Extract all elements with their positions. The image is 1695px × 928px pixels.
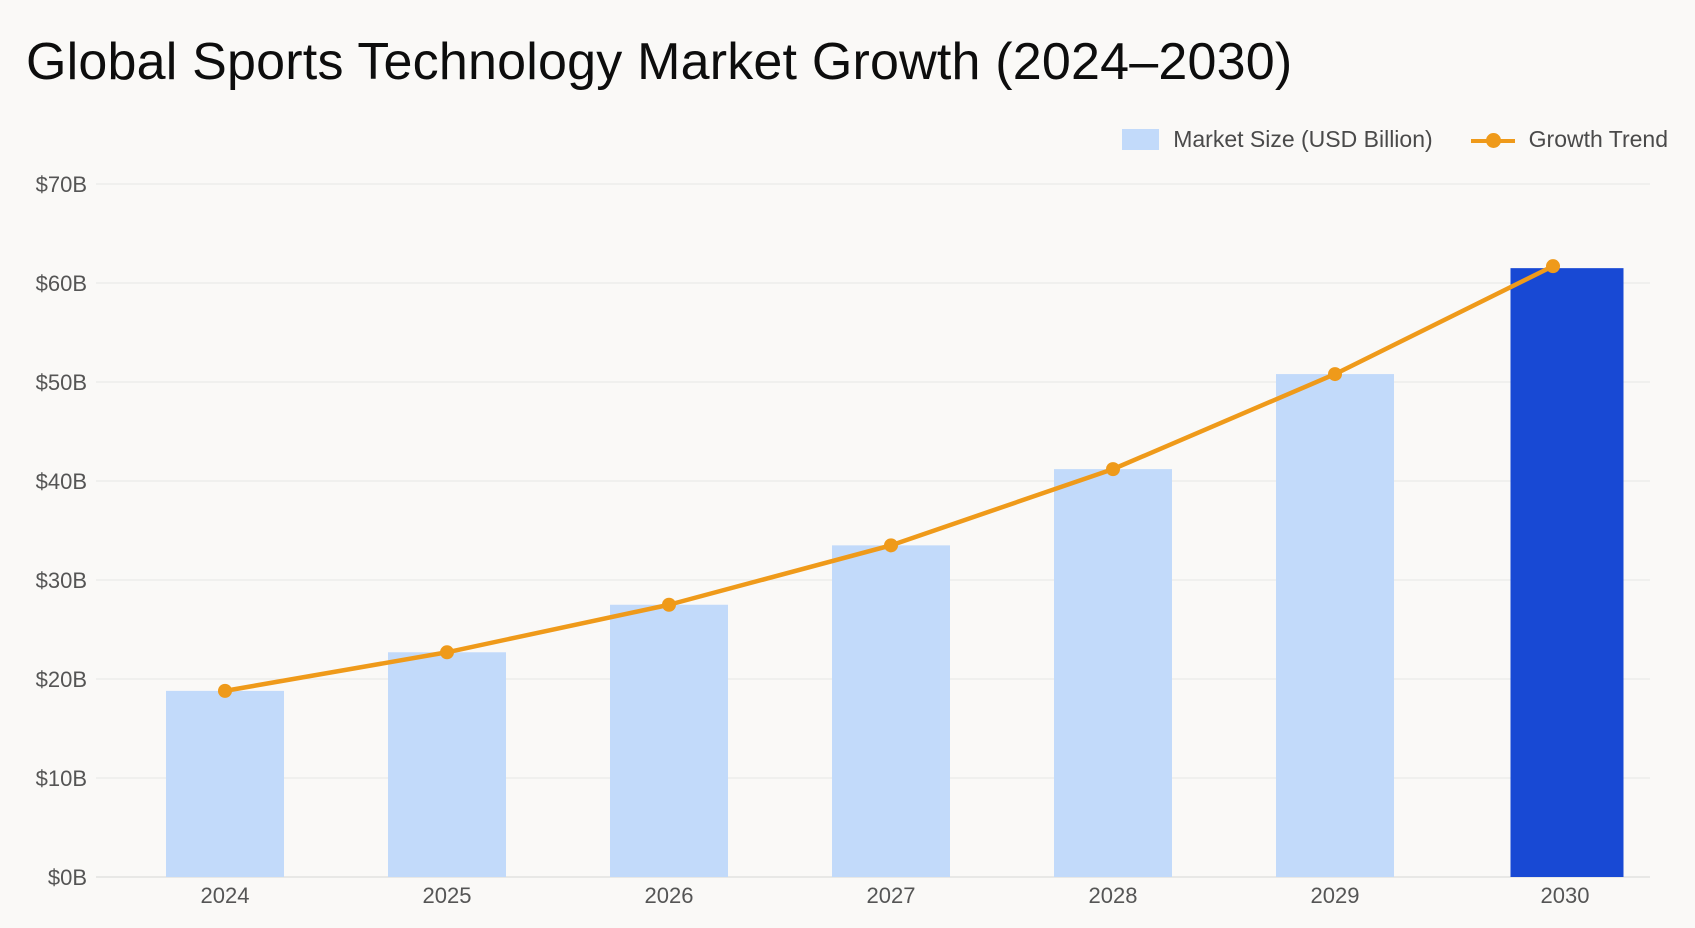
x-tick-label: 2026: [645, 883, 694, 908]
trend-point-2028: [1106, 462, 1120, 477]
legend-line-swatch: [1470, 130, 1515, 150]
x-tick-label: 2028: [1089, 883, 1138, 908]
bar-series: [166, 268, 1624, 877]
y-axis-ticks: $0B $10B $20B $30B $40B $50B $60B $70B: [36, 172, 87, 890]
legend-item-market-size: Market Size (USD Billion): [1122, 126, 1433, 153]
trend-point-2029: [1328, 367, 1342, 382]
legend-label-growth-trend: Growth Trend: [1528, 126, 1668, 152]
y-tick-label: $10B: [36, 766, 87, 791]
trend-point-2030: [1546, 259, 1560, 274]
x-tick-label: 2025: [423, 883, 472, 908]
trend-point-2025: [440, 645, 454, 660]
x-tick-label: 2027: [867, 883, 916, 908]
bar-2028: [1054, 469, 1172, 877]
x-tick-label: 2029: [1311, 883, 1360, 908]
bar-2026: [610, 604, 728, 877]
legend-label-market-size: Market Size (USD Billion): [1173, 126, 1433, 152]
y-tick-label: $70B: [36, 172, 87, 197]
trend-point-2027: [884, 538, 898, 553]
chart-title: Global Sports Technology Market Growth (…: [26, 33, 1293, 91]
y-tick-label: $60B: [36, 271, 87, 296]
y-tick-label: $0B: [48, 865, 87, 890]
y-tick-label: $50B: [36, 370, 87, 395]
bar-2030: [1510, 268, 1624, 877]
trend-point-2024: [218, 683, 232, 698]
y-tick-label: $30B: [36, 568, 87, 593]
legend-item-growth-trend: Growth Trend: [1470, 126, 1668, 153]
trend-point-2026: [662, 597, 676, 612]
chart-legend: Market Size (USD Billion) Growth Trend: [1122, 126, 1668, 153]
x-axis-ticks: 2024 2025 2026 2027 2028 2029 2030: [201, 883, 1590, 908]
line-series: [218, 259, 1560, 698]
y-tick-label: $20B: [36, 667, 87, 692]
bar-2024: [166, 690, 284, 877]
legend-bar-swatch: [1122, 129, 1160, 150]
x-tick-label: 2024: [201, 883, 250, 908]
y-tick-label: $40B: [36, 469, 87, 494]
bar-2029: [1276, 374, 1394, 877]
bar-2025: [388, 652, 506, 877]
bar-2027: [832, 545, 950, 877]
x-tick-label: 2030: [1541, 883, 1590, 908]
